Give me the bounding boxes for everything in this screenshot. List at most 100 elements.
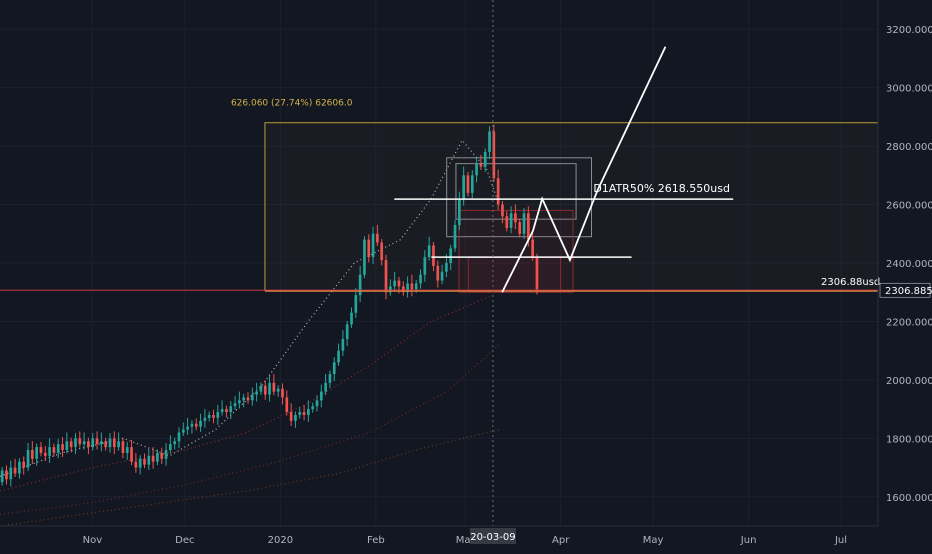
candle-body <box>134 461 138 468</box>
price-axis[interactable]: 3200.000 3000.000 2800.000 2600.000 2400.000… <box>877 0 932 526</box>
candle-body <box>350 312 353 325</box>
candle-body <box>492 131 496 179</box>
candle-body <box>440 271 444 281</box>
candle-body <box>143 458 146 465</box>
candle-body <box>367 239 371 258</box>
candle-body <box>449 248 453 263</box>
current-price-tag-label: 2306.885 <box>885 286 932 297</box>
candle-body <box>453 225 457 249</box>
candle-body <box>130 447 133 462</box>
candle-body <box>298 412 302 415</box>
drawing-lines <box>0 46 878 293</box>
candle-body <box>250 394 254 401</box>
candle-body <box>414 283 418 290</box>
candle-body <box>535 257 539 290</box>
candle-body <box>294 414 297 421</box>
candle-body <box>376 233 379 243</box>
candle-body <box>82 441 86 445</box>
candle-body <box>87 441 90 448</box>
candle-body <box>52 447 56 453</box>
current-price-tag-bg <box>879 282 931 298</box>
candle-body <box>263 385 267 395</box>
candle-body <box>410 283 414 290</box>
candle-body <box>156 452 159 462</box>
candle-body <box>108 438 112 448</box>
candle-body <box>514 213 517 223</box>
candle-body <box>341 338 345 351</box>
candle-body <box>65 441 69 451</box>
candle-body <box>315 400 319 407</box>
candle-body <box>5 470 8 480</box>
candle-body <box>100 441 103 445</box>
candle-body <box>147 455 151 465</box>
candle-body <box>276 388 280 392</box>
candle-body <box>272 382 276 392</box>
candle-body <box>61 444 64 451</box>
price-line-label: 2306.88usd <box>821 277 880 288</box>
candles <box>0 124 539 487</box>
candle-body <box>281 388 284 398</box>
candle-body <box>363 239 366 275</box>
candle-body <box>194 423 198 427</box>
candle-body <box>393 280 396 287</box>
price-tick-label: 2000.000 <box>886 376 932 387</box>
time-axis[interactable]: Nov Dec 2020 Feb Mar Apr May Jun Jul <box>0 525 878 546</box>
time-tick-label: Apr <box>552 535 570 546</box>
candle-body <box>488 131 491 152</box>
price-tick-label: 1800.000 <box>886 434 932 445</box>
candle-body <box>199 420 202 427</box>
candle-body <box>255 391 258 395</box>
candle-body <box>345 324 349 339</box>
candle-body <box>302 412 306 415</box>
candle-body <box>319 391 323 401</box>
candle-body <box>138 458 142 468</box>
candle-body <box>91 438 95 448</box>
candle-body <box>112 438 116 448</box>
candle-body <box>324 382 327 392</box>
candle-body <box>380 242 384 261</box>
candle-body <box>0 470 4 483</box>
candle-body <box>220 409 224 413</box>
range-box-grey <box>446 157 592 238</box>
candle-body <box>466 175 470 193</box>
candle-body <box>445 263 448 272</box>
candle-body <box>238 400 241 404</box>
candle-body <box>406 283 409 293</box>
candle-body <box>427 245 431 258</box>
candle-body <box>531 239 534 258</box>
candle-body <box>419 274 422 284</box>
time-tick-label: Dec <box>175 535 194 546</box>
candle-body <box>358 274 362 296</box>
price-tick-label: 3000.000 <box>886 84 932 95</box>
candle-body <box>388 286 392 293</box>
candle-body <box>164 450 168 459</box>
time-tick-label: May <box>643 535 664 546</box>
candle-body <box>259 385 263 392</box>
candle-body <box>432 245 435 266</box>
candle-body <box>307 409 310 415</box>
price-tick-label: 2200.000 <box>886 317 932 328</box>
candle-body <box>181 429 185 433</box>
time-tick-label: Mar <box>456 535 476 546</box>
candle-body <box>354 295 358 313</box>
candle-body <box>26 450 30 468</box>
candle-body <box>522 213 526 234</box>
price-tick-label: 3200.000 <box>886 25 932 36</box>
candle-body <box>501 204 504 217</box>
price-tick-label: 2800.000 <box>886 142 932 153</box>
candle-body <box>337 350 340 363</box>
candle-body <box>285 397 289 413</box>
candle-body <box>505 216 509 228</box>
candle-body <box>190 423 194 427</box>
candle-body <box>268 382 271 395</box>
candle-body <box>475 163 478 176</box>
candle-body <box>35 447 38 459</box>
candle-body <box>78 438 82 445</box>
candle-body <box>203 417 207 421</box>
candle-body <box>56 444 60 453</box>
candle-body <box>462 175 465 199</box>
candle-body <box>289 412 293 421</box>
candle-body <box>69 441 73 448</box>
